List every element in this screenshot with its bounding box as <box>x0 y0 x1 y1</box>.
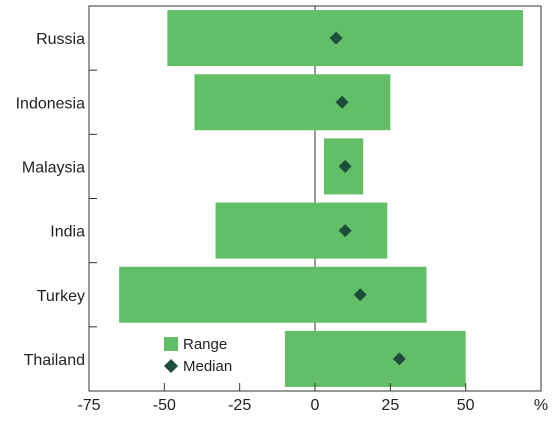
range-bar-indonesia <box>194 74 391 131</box>
median-marker-indonesia <box>335 95 349 109</box>
legend-label-range: Range <box>183 336 227 353</box>
range-bar-india <box>215 202 388 259</box>
legend-label-median: Median <box>183 358 232 375</box>
x-tick-label: -75 <box>77 397 100 414</box>
x-tick-label: 50 <box>457 397 475 414</box>
median-marker-thailand <box>392 352 406 366</box>
range-bar-russia <box>167 10 523 67</box>
category-label-thailand: Thailand <box>24 352 85 369</box>
category-label-malaysia: Malaysia <box>22 159 85 176</box>
median-marker-malaysia <box>338 159 352 173</box>
legend-range-swatch <box>164 337 178 351</box>
category-label-russia: Russia <box>36 31 85 48</box>
category-label-indonesia: Indonesia <box>16 95 85 112</box>
x-tick-label: 0 <box>311 397 320 414</box>
x-unit-label: % <box>534 397 548 414</box>
x-tick-label: -50 <box>153 397 176 414</box>
x-tick-label: -25 <box>228 397 251 414</box>
category-label-india: India <box>50 224 85 241</box>
range-bar-turkey <box>119 266 427 323</box>
median-marker-india <box>338 224 352 238</box>
x-tick-label: 25 <box>381 397 399 414</box>
legend-median-swatch <box>164 359 178 373</box>
median-marker-russia <box>329 31 343 45</box>
median-marker-turkey <box>353 288 367 302</box>
range-bar-thailand <box>284 330 466 387</box>
category-label-turkey: Turkey <box>37 288 85 305</box>
